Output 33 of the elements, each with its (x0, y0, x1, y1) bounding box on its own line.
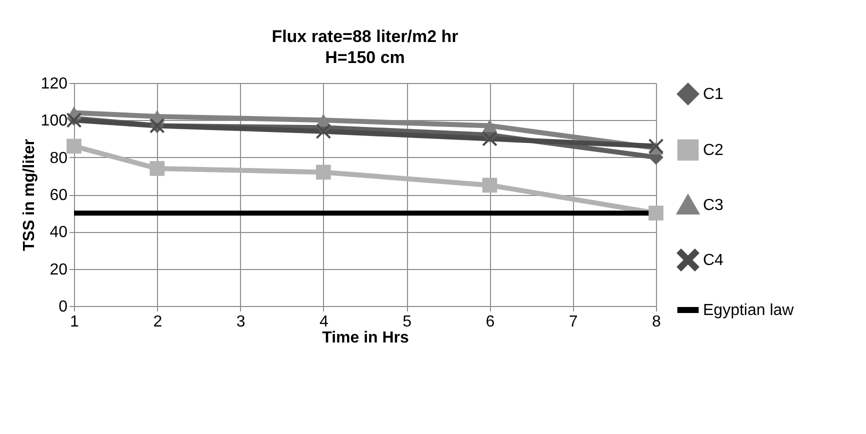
legend-label: C2 (703, 142, 724, 159)
point (66, 138, 82, 154)
x-tick-label: 4 (319, 314, 328, 330)
point (482, 119, 498, 132)
x-tick-label: 6 (486, 314, 495, 330)
y-tick-label: 0 (58, 298, 68, 316)
x-axis-title: Time in Hrs (322, 330, 410, 346)
y-tick-label: 80 (50, 150, 68, 167)
chart-title: Flux rate=88 liter/m2 hr (272, 27, 459, 46)
x-tick-label: 8 (652, 314, 662, 330)
x-tick-label: 3 (236, 314, 246, 330)
point (482, 131, 498, 146)
y-tick-label: 40 (50, 224, 68, 242)
point (648, 206, 664, 220)
y-tick-label: 20 (50, 261, 68, 278)
point (316, 124, 331, 139)
y-tick-label: 100 (40, 112, 68, 130)
point (316, 164, 331, 180)
point (648, 138, 664, 154)
x-tick-label: 2 (153, 314, 162, 330)
x-tick-label: 1 (70, 314, 80, 330)
legend-label: Egyptian law (703, 302, 794, 319)
legend-label: C3 (703, 197, 724, 214)
point (150, 161, 165, 176)
legend-label: C1 (703, 86, 724, 103)
y-tick-label: 120 (40, 76, 68, 92)
point (482, 178, 498, 193)
y-tick-label: 60 (50, 187, 68, 204)
chart-subtitle: H=150 cm (325, 48, 405, 67)
legend-label: C4 (703, 252, 724, 269)
y-axis-title: TSS in mg/liter (20, 138, 38, 252)
x-tick-label: 7 (568, 314, 578, 330)
x-tick-label: 5 (402, 314, 412, 330)
